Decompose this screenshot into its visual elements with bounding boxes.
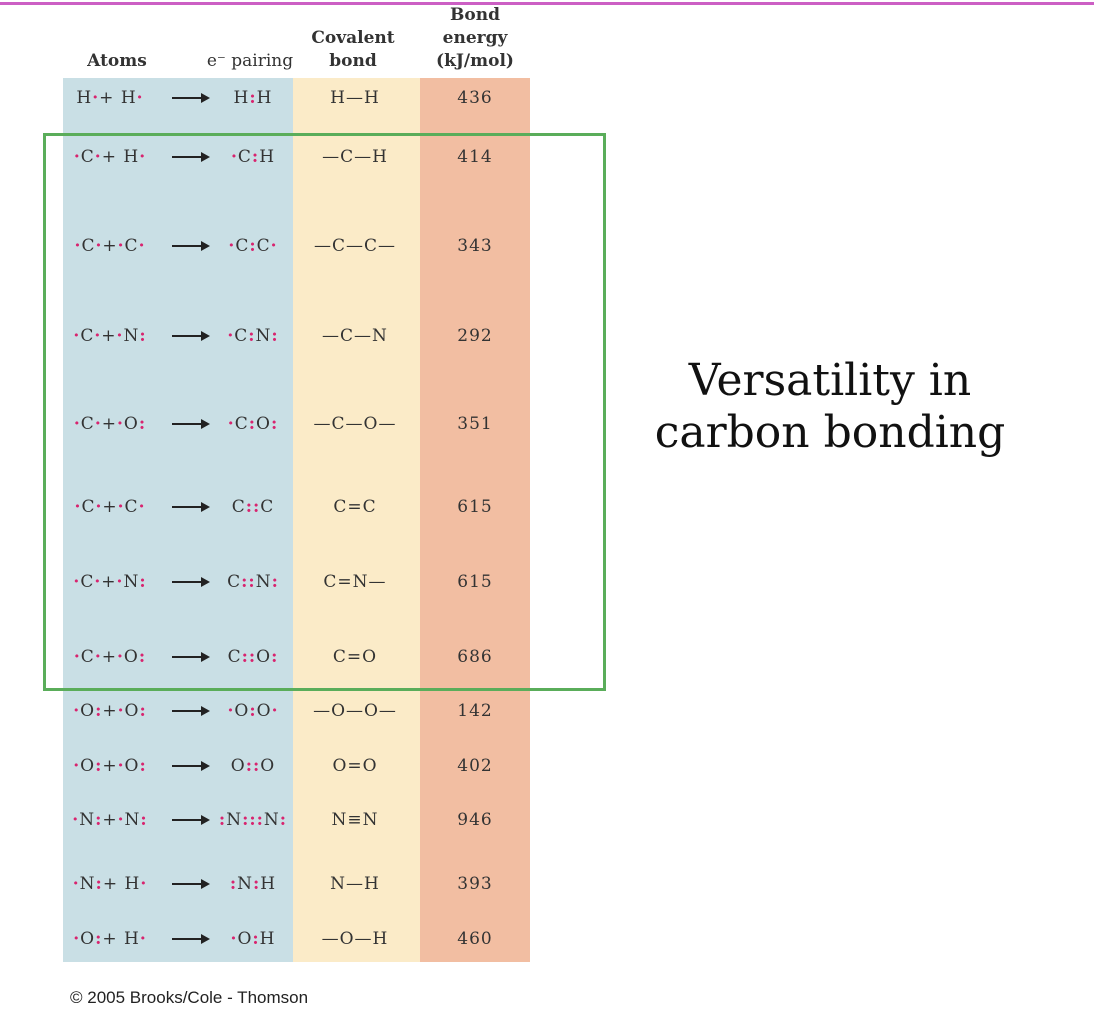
covalent-bond: —C—H: [322, 147, 388, 167]
header: Covalent bond: [311, 28, 395, 71]
atoms: ·C·+·O:: [73, 414, 147, 434]
bond-energy: 351: [457, 414, 493, 434]
bond-energy: 292: [457, 326, 493, 346]
header: Bond energy (kJ/mol): [436, 5, 514, 71]
electron-pairing: :N:H: [229, 874, 277, 894]
atoms: ·O:+·O:: [73, 756, 147, 776]
bond-energy: 686: [457, 647, 493, 667]
covalent-bond: N—H: [330, 874, 380, 894]
covalent-bond: C=N—: [323, 572, 387, 592]
side-caption: Versatility in carbon bonding: [654, 355, 1006, 458]
covalent-bond: N≡N: [331, 810, 379, 830]
atoms: ·C·+·N:: [73, 326, 147, 346]
atoms: ·C·+·C·: [74, 236, 146, 256]
bond-energy: 460: [457, 929, 493, 949]
arrow: [172, 706, 210, 716]
atoms: ·O:+·O:: [73, 701, 147, 721]
atoms: ·N:+·N:: [72, 810, 148, 830]
atoms: ·N:+ H·: [72, 874, 148, 894]
bond-energy: 615: [457, 572, 493, 592]
atoms: ·C·+ H·: [73, 147, 147, 167]
arrow: [172, 419, 210, 429]
electron-pairing: O::O: [230, 756, 276, 776]
electron-pairing: C::O:: [227, 647, 279, 667]
covalent-bond: C=O: [332, 647, 378, 667]
covalent-bond: —C—O—: [313, 414, 397, 434]
electron-pairing: ·O:O·: [227, 701, 279, 721]
arrow: [172, 241, 210, 251]
arrow: [172, 331, 210, 341]
bond-energy: 436: [457, 88, 493, 108]
top-rule: [0, 2, 1094, 5]
bond-energy: 343: [457, 236, 493, 256]
bond-energy: 393: [457, 874, 493, 894]
covalent-bond: —C—C—: [313, 236, 397, 256]
covalent-bond: C=C: [333, 497, 377, 517]
atoms: ·C·+·N:: [73, 572, 147, 592]
arrow: [172, 761, 210, 771]
atoms-column: [63, 78, 293, 962]
bond-energy: 946: [457, 810, 493, 830]
electron-pairing: :N:::N:: [218, 810, 288, 830]
arrow: [172, 879, 210, 889]
atoms: ·C·+·C·: [74, 497, 146, 517]
electron-pairing: H:H: [233, 88, 273, 108]
bond-energy: 414: [457, 147, 493, 167]
energy-column: [420, 78, 530, 962]
covalent-bond: H—H: [330, 88, 380, 108]
bond-column: [293, 78, 420, 962]
bond-energy: 402: [457, 756, 493, 776]
atoms: ·C·+·O:: [73, 647, 147, 667]
bond-energy: 142: [457, 701, 493, 721]
atoms: H·+ H·: [76, 88, 144, 108]
arrow: [172, 93, 210, 103]
highlight-box: [43, 133, 606, 691]
electron-pairing: ·C:C·: [228, 236, 278, 256]
header: e⁻ pairing: [206, 51, 294, 71]
covalent-bond: —O—O—: [313, 701, 397, 721]
atoms: ·O:+ H·: [73, 929, 147, 949]
electron-pairing: ·C:O:: [227, 414, 279, 434]
electron-pairing: ·O:H: [230, 929, 276, 949]
copyright: © 2005 Brooks/Cole - Thomson: [70, 988, 309, 1007]
bond-energy: 615: [457, 497, 493, 517]
electron-pairing: C::N:: [227, 572, 279, 592]
header: Atoms: [87, 51, 147, 71]
covalent-bond: —O—H: [321, 929, 389, 949]
arrow: [172, 815, 210, 825]
arrow: [172, 934, 210, 944]
arrow: [172, 577, 210, 587]
arrow: [172, 152, 210, 162]
electron-pairing: ·C:H: [230, 147, 276, 167]
covalent-bond: O=O: [332, 756, 378, 776]
arrow: [172, 502, 210, 512]
arrow: [172, 652, 210, 662]
electron-pairing: C::C: [231, 497, 275, 517]
electron-pairing: ·C:N:: [227, 326, 279, 346]
covalent-bond: —C—N: [322, 326, 388, 346]
